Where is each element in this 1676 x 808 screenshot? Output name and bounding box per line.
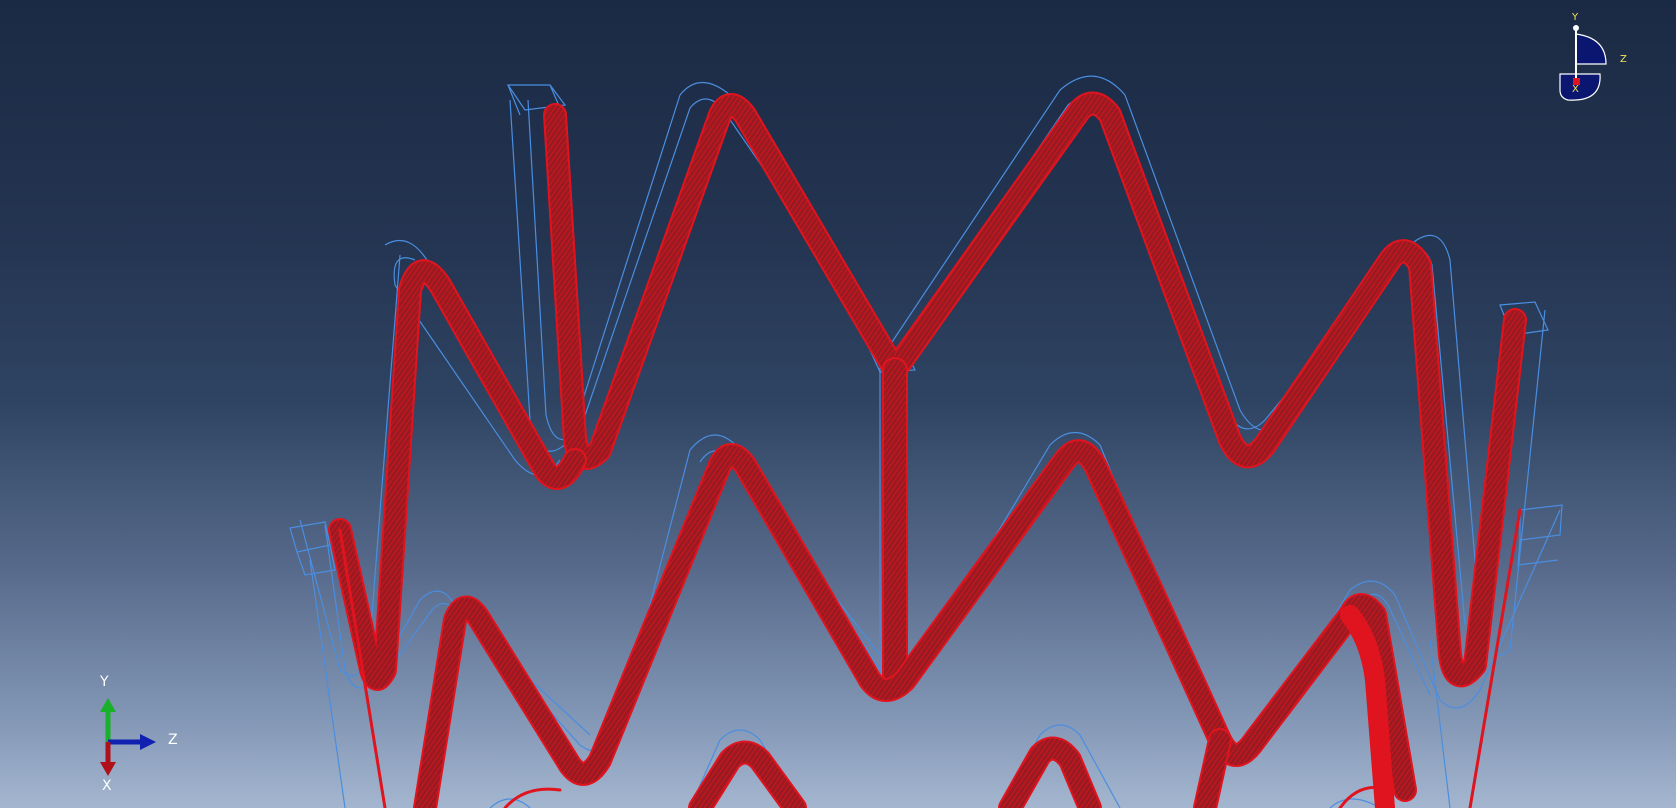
view-orientation-cube-icon[interactable]: Y Z X <box>1550 10 1640 110</box>
view-cube-z-label: Z <box>1620 54 1627 65</box>
coordinate-triad-icon: Y Z X <box>80 674 200 800</box>
triad-y-label: Y <box>100 674 109 690</box>
view-cube-graphic <box>1559 25 1607 101</box>
triad-x-label: X <box>102 778 112 794</box>
deformed-mesh <box>328 91 1527 808</box>
triad-z-label: Z <box>168 732 178 748</box>
view-cube-y-label: Y <box>1572 12 1579 23</box>
view-cube-x-label: X <box>1572 84 1579 95</box>
triad-graphic <box>100 698 156 776</box>
